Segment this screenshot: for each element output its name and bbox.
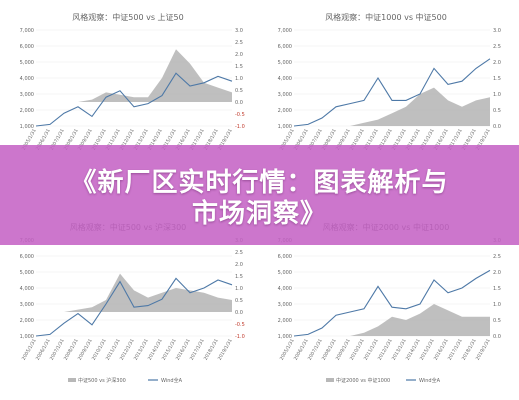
y-right-tick-label: 1.5	[235, 274, 243, 280]
line-series	[293, 269, 491, 337]
y-right-tick-label: 2.0	[493, 60, 501, 66]
line-series	[293, 58, 491, 127]
y-right-tick-label: 2.5	[235, 40, 243, 46]
y-right-tick-label: 0.0	[493, 334, 501, 340]
chart-svg: 风格观察：中证500 vs 沪深3007,0006,0005,0004,0003…	[20, 222, 245, 384]
y-right-tick-label: 0.5	[235, 88, 243, 94]
y-right-tick-label: 0.0	[235, 100, 243, 106]
y-left-tick-label: 5,000	[278, 60, 292, 66]
y-left-tick-label: 3,000	[20, 302, 34, 308]
area-series	[36, 49, 232, 102]
y-right-tick-label: -0.5	[235, 322, 245, 328]
y-left-tick-label: 6,000	[278, 254, 292, 260]
line-series	[35, 72, 233, 127]
y-right-tick-label: 2.5	[235, 250, 243, 256]
legend-swatch	[68, 378, 76, 382]
y-right-tick-label: 3.0	[493, 28, 501, 34]
chart-title: 风格观察：中证500 vs 上证50	[72, 12, 183, 22]
y-left-tick-label: 7,000	[278, 28, 292, 34]
y-right-tick-label: 1.5	[235, 64, 243, 70]
y-left-tick-label: 4,000	[20, 76, 34, 82]
y-right-tick-label: 1.5	[493, 286, 501, 292]
y-right-tick-label: 2.0	[235, 52, 243, 58]
headline-line-2: 市场洞察》	[191, 199, 327, 229]
y-left-tick-label: 6,000	[20, 44, 34, 50]
y-left-tick-label: 4,000	[278, 286, 292, 292]
y-right-tick-label: 0.0	[493, 124, 501, 130]
y-right-tick-label: 1.0	[493, 92, 501, 98]
headline-line-1: 《新厂区实时行情：图表解析与	[70, 168, 449, 198]
legend-label: Wind全A	[161, 377, 183, 384]
y-left-tick-label: 3,000	[278, 92, 292, 98]
y-left-tick-label: 2,000	[20, 108, 34, 114]
y-right-tick-label: 3.0	[235, 28, 243, 34]
y-left-tick-label: 4,000	[278, 76, 292, 82]
y-right-tick-label: 0.5	[235, 298, 243, 304]
y-left-tick-label: 5,000	[278, 270, 292, 276]
y-right-tick-label: 1.0	[493, 302, 501, 308]
y-right-tick-label: 2.5	[493, 254, 501, 260]
headline-banner	[0, 145, 519, 245]
y-left-tick-label: 6,000	[278, 44, 292, 50]
y-right-tick-label: 0.5	[493, 318, 501, 324]
area-series	[294, 304, 490, 336]
legend-label: 中证2000 vs 中证1000	[336, 377, 390, 384]
y-left-tick-label: 4,000	[20, 286, 34, 292]
y-left-tick-label: 1,000	[20, 124, 34, 130]
y-left-tick-label: 2,000	[278, 108, 292, 114]
y-right-tick-label: 1.5	[493, 76, 501, 82]
y-right-tick-label: 1.0	[235, 286, 243, 292]
y-right-tick-label: -1.0	[235, 124, 245, 130]
y-right-tick-label: 0.0	[235, 310, 243, 316]
chart-panel-bottom-left: 风格观察：中证500 vs 沪深3007,0006,0005,0004,0003…	[8, 218, 249, 388]
y-left-tick-label: 5,000	[20, 270, 34, 276]
line-series	[35, 277, 233, 337]
legend-label: 中证500 vs 沪深300	[78, 377, 126, 384]
y-right-tick-label: -0.5	[235, 112, 245, 118]
y-left-tick-label: 2,000	[278, 318, 292, 324]
y-right-tick-label: 2.5	[493, 44, 501, 50]
y-left-tick-label: 2,000	[20, 318, 34, 324]
y-left-tick-label: 1,000	[20, 334, 34, 340]
chart-title: 风格观察：中证1000 vs 中证500	[325, 12, 447, 22]
y-left-tick-label: 7,000	[20, 28, 34, 34]
area-series	[36, 273, 232, 312]
y-right-tick-label: 0.5	[493, 108, 501, 114]
area-series	[294, 87, 490, 126]
y-left-tick-label: 3,000	[20, 92, 34, 98]
y-right-tick-label: -1.0	[235, 334, 245, 340]
legend-label: Wind全A	[419, 377, 441, 384]
y-left-tick-label: 6,000	[20, 254, 34, 260]
y-right-tick-label: 2.0	[235, 262, 243, 268]
y-left-tick-label: 5,000	[20, 60, 34, 66]
y-left-tick-label: 3,000	[278, 302, 292, 308]
y-right-tick-label: 2.0	[493, 270, 501, 276]
y-right-tick-label: 1.0	[235, 76, 243, 82]
y-left-tick-label: 1,000	[278, 124, 292, 130]
legend-swatch	[326, 378, 334, 382]
y-left-tick-label: 1,000	[278, 334, 292, 340]
